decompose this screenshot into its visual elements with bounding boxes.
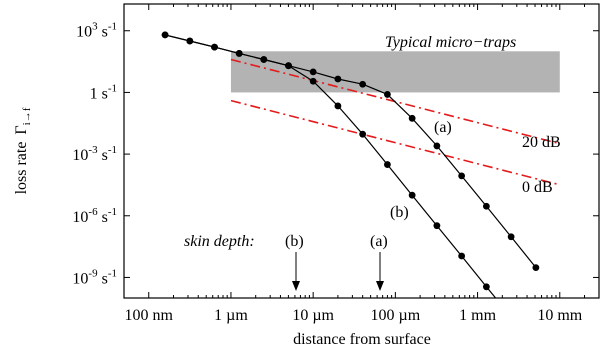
data-point-b xyxy=(186,37,194,45)
data-point-b xyxy=(408,191,416,199)
reference-line-0db xyxy=(230,99,560,186)
data-point-a xyxy=(334,75,342,83)
data-point-b xyxy=(161,31,169,39)
curve-a-label: (a) xyxy=(434,119,452,136)
curve-b xyxy=(164,34,497,298)
data-point-b xyxy=(383,161,391,168)
line-0db-label: 0 dB xyxy=(522,179,553,196)
data-point-b xyxy=(359,130,367,138)
line-20db-label: 20 dB xyxy=(522,134,561,151)
y-axis-label: loss rate Γi→f xyxy=(13,107,33,194)
y-axis-label-main: loss rate xyxy=(13,142,30,195)
data-point-a xyxy=(359,80,367,88)
micro-trap-region xyxy=(230,51,560,93)
x-tick-label: 10 mm xyxy=(537,307,582,324)
y-axis-label-symbol: Γ xyxy=(13,125,30,134)
y-tick-label: 10-3 s-1 xyxy=(72,144,117,164)
skin-depth-a-arrowhead xyxy=(376,281,384,291)
data-point-a xyxy=(458,172,466,180)
data-point-a xyxy=(309,68,317,76)
data-point-a xyxy=(383,91,391,98)
x-tick-label: 100 µm xyxy=(371,307,421,324)
region-label: Typical micro−traps xyxy=(385,34,516,51)
x-tick-label: 1 mm xyxy=(459,307,496,324)
data-point-b xyxy=(334,102,342,110)
data-point-b xyxy=(235,50,243,57)
data-point-b xyxy=(309,77,317,85)
y-tick-label: 1 s-1 xyxy=(90,82,117,102)
y-tick-label: 10-9 s-1 xyxy=(72,267,117,287)
data-point-a xyxy=(532,264,540,272)
x-axis-label: distance from surface xyxy=(293,331,431,348)
y-tick-label: 103 s-1 xyxy=(76,21,117,41)
data-point-a xyxy=(408,114,416,122)
data-point-b xyxy=(211,43,218,51)
x-tick-label: 100 nm xyxy=(125,307,174,324)
data-point-a xyxy=(507,233,515,241)
skin-depth-b-label: (b) xyxy=(285,233,304,250)
x-tick-label: 10 µm xyxy=(292,307,334,324)
data-point-b xyxy=(285,62,292,70)
data-point-b xyxy=(508,314,515,321)
data-point-b xyxy=(260,56,268,63)
data-point-a xyxy=(433,142,441,150)
skin-depth-a-label: (a) xyxy=(370,233,388,250)
skin-depth-label: skin depth: xyxy=(184,233,255,250)
y-axis-label-sub: i→f xyxy=(21,107,33,125)
plot-frame xyxy=(123,3,600,299)
skin-depth-b-arrowhead xyxy=(292,281,300,291)
data-point-b xyxy=(482,283,490,291)
data-point-b xyxy=(458,252,466,260)
y-tick-label: 10-6 s-1 xyxy=(72,206,117,226)
data-point-b xyxy=(532,345,539,352)
curve-b-label: (b) xyxy=(390,204,409,221)
x-tick-label: 1 µm xyxy=(214,307,248,324)
data-point-a xyxy=(482,202,490,210)
data-point-b xyxy=(433,222,441,230)
